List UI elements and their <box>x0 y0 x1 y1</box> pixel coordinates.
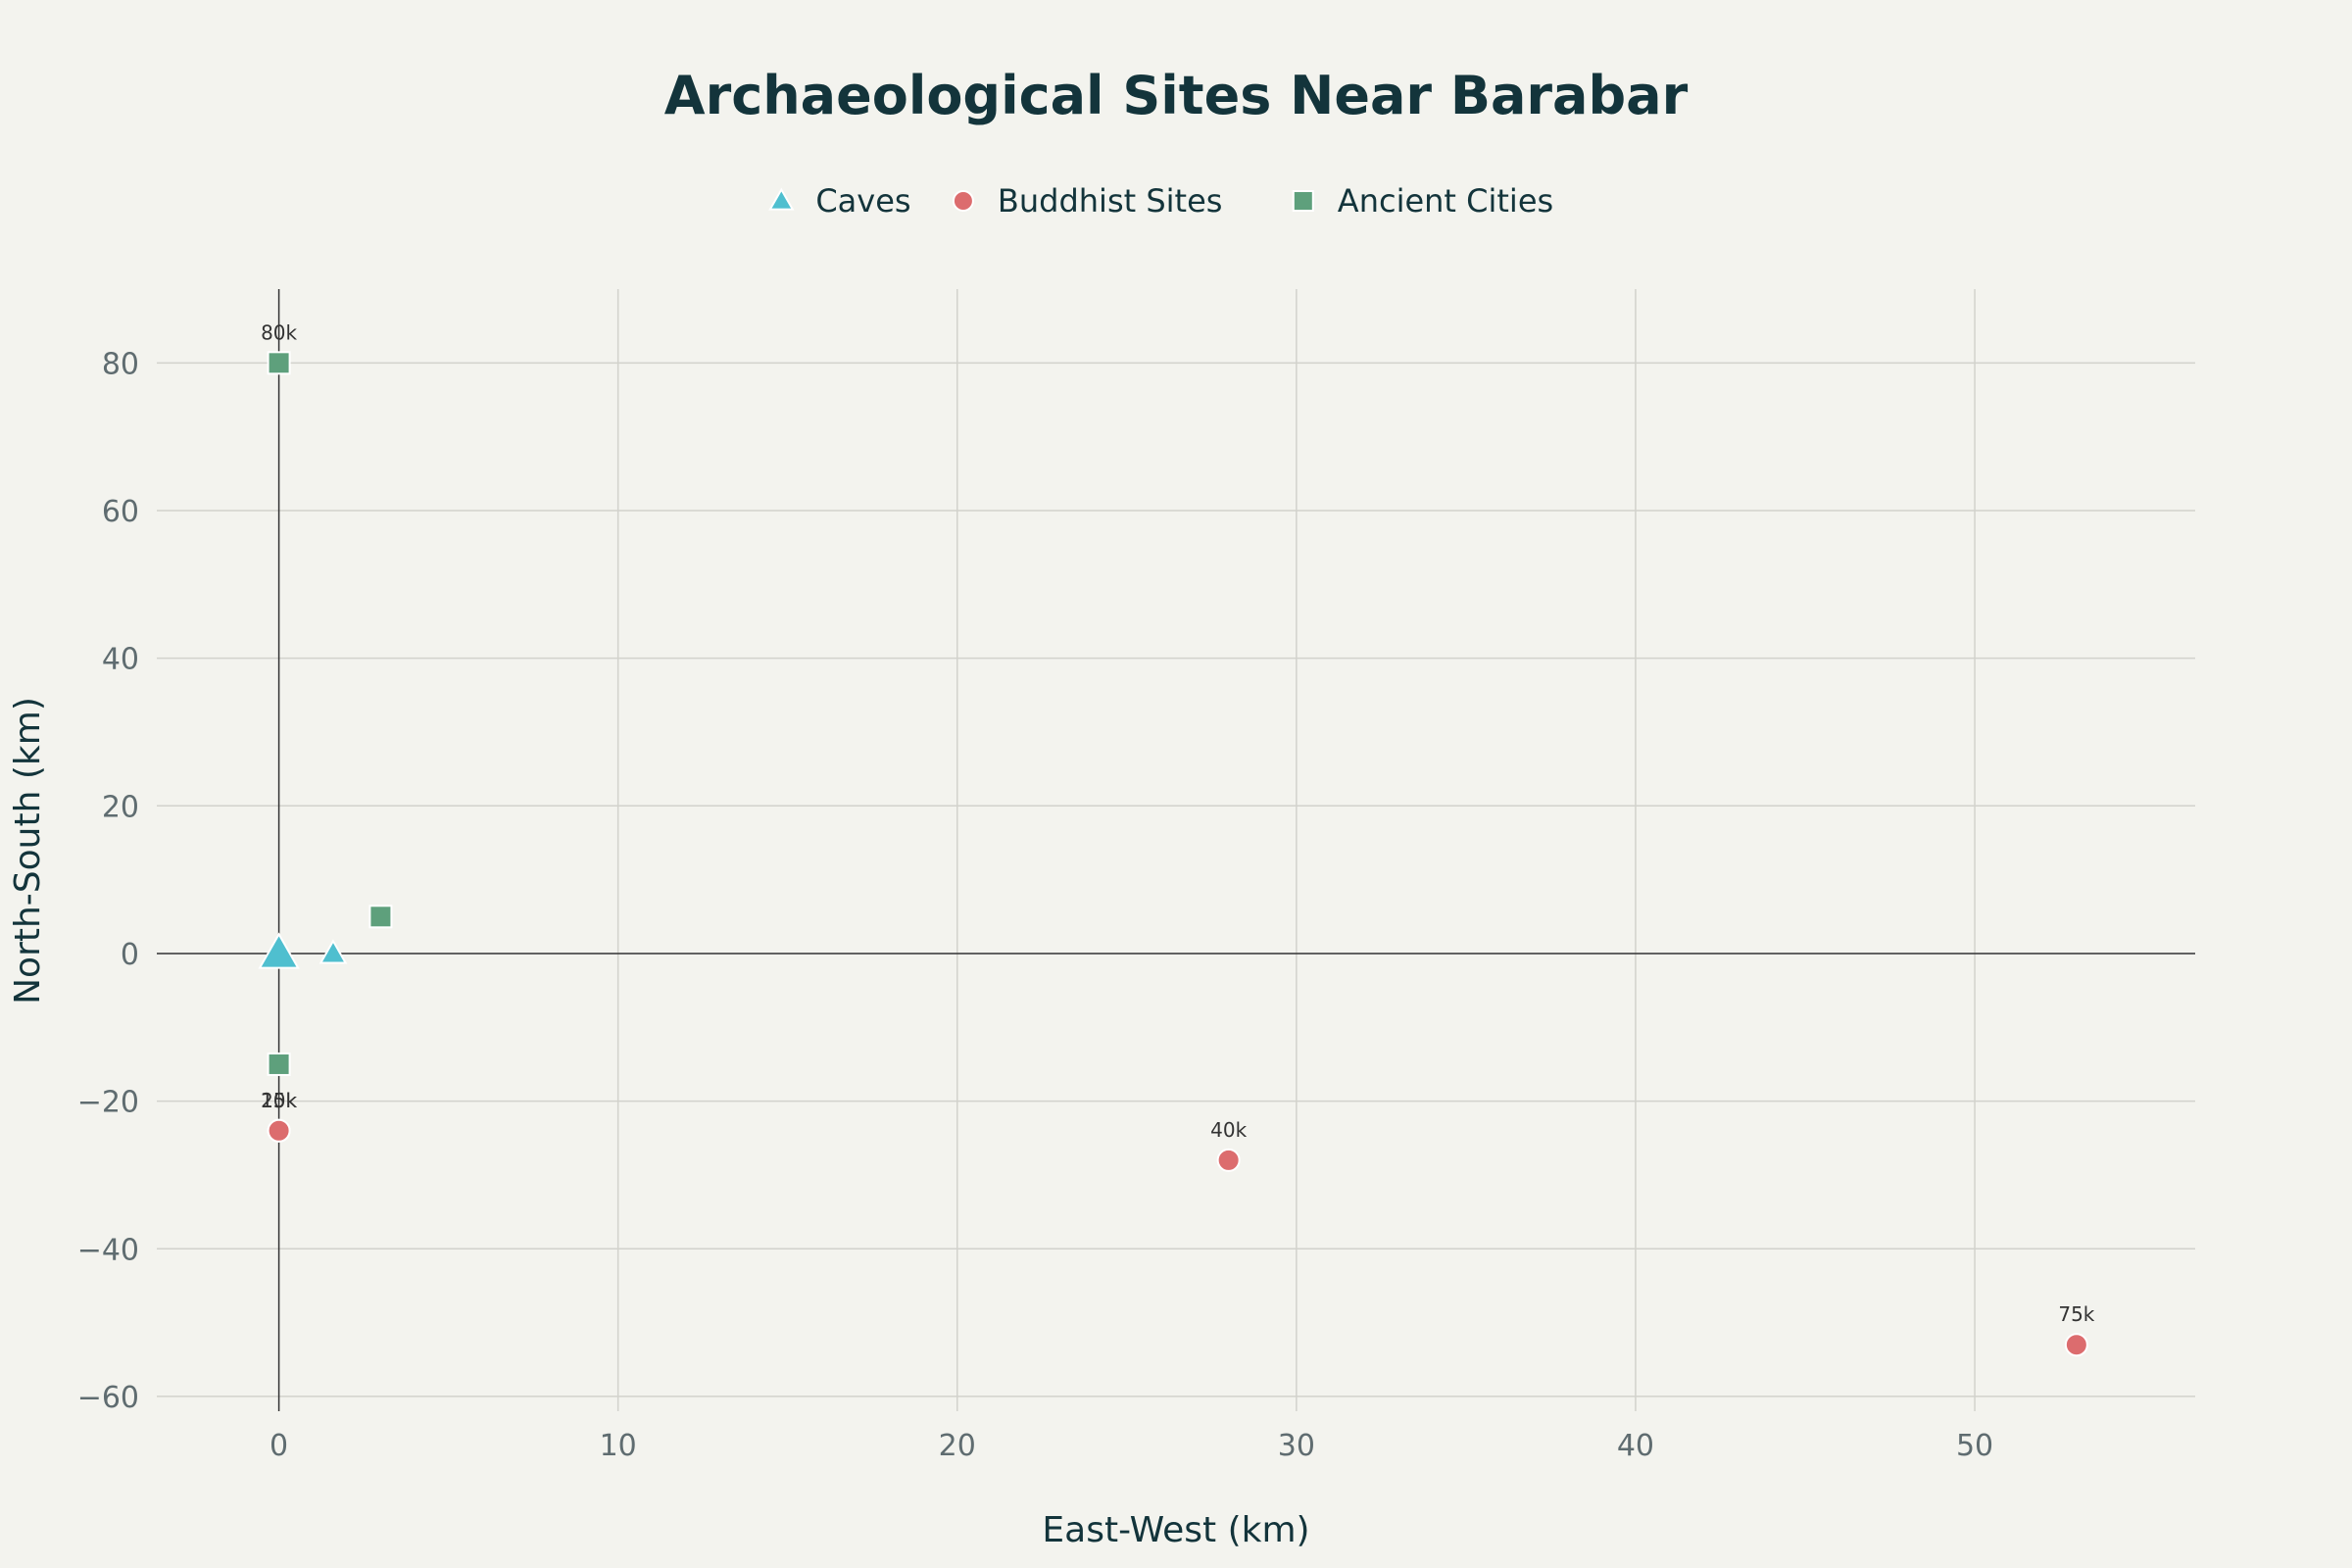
y-tick-label: −60 <box>77 1381 139 1415</box>
x-tick-label: 20 <box>939 1429 976 1463</box>
buddhist-sites-point-label: 75k <box>2058 1302 2094 1326</box>
legend: Caves Buddhist Sites Ancient Cities <box>768 182 1553 220</box>
y-tick-label: 20 <box>102 790 139 824</box>
ancient-cities-point <box>368 905 393 929</box>
y-tick-label: 60 <box>102 495 139 529</box>
y-tick-label: 80 <box>102 347 139 381</box>
zero-lines <box>157 289 2195 1411</box>
buddhist-sites-point-label: 20k <box>261 1089 297 1112</box>
x-tick-label: 10 <box>600 1429 637 1463</box>
x-tick-label: 30 <box>1278 1429 1315 1463</box>
x-tick-label: 50 <box>1956 1429 1993 1463</box>
buddhist-sites-point-label: 15k <box>261 1089 297 1112</box>
legend-marker-ancient-cities <box>1292 190 1314 212</box>
ancient-cities-point <box>267 351 291 375</box>
y-axis-title: North-South (km) <box>8 697 48 1004</box>
legend-label-caves: Caves <box>815 182 910 220</box>
x-tick-label: 40 <box>1617 1429 1654 1463</box>
y-tick-labels: −60 −40 −20 0 20 40 60 80 <box>77 347 139 1415</box>
buddhist-sites-point-label: 40k <box>1210 1118 1247 1142</box>
buddhist-sites-point <box>267 1118 291 1143</box>
y-tick-label: −40 <box>77 1233 139 1267</box>
y-tick-label: 40 <box>102 643 139 677</box>
buddhist-sites-point <box>1216 1148 1241 1172</box>
x-axis-title: East-West (km) <box>1042 1510 1309 1550</box>
legend-marker-buddhist-sites <box>952 190 974 212</box>
ancient-cities-point-label: 80k <box>261 320 297 344</box>
grid <box>157 289 2195 1411</box>
legend-label-ancient-cities: Ancient Cities <box>1338 182 1553 220</box>
caves-point <box>258 932 300 969</box>
y-tick-label: −20 <box>77 1086 139 1120</box>
buddhist-sites-point <box>2064 1333 2088 1357</box>
chart-title: Archaeological Sites Near Barabar <box>664 65 1689 126</box>
ancient-cities-point <box>267 1052 291 1076</box>
y-tick-label: 0 <box>121 938 139 972</box>
data-points <box>258 351 2088 1357</box>
x-tick-label: 0 <box>270 1429 288 1463</box>
x-tick-labels: 0 10 20 30 40 50 <box>270 1429 1993 1463</box>
legend-label-buddhist-sites: Buddhist Sites <box>998 182 1223 220</box>
legend-marker-caves <box>768 187 795 211</box>
caves-point <box>318 939 348 964</box>
